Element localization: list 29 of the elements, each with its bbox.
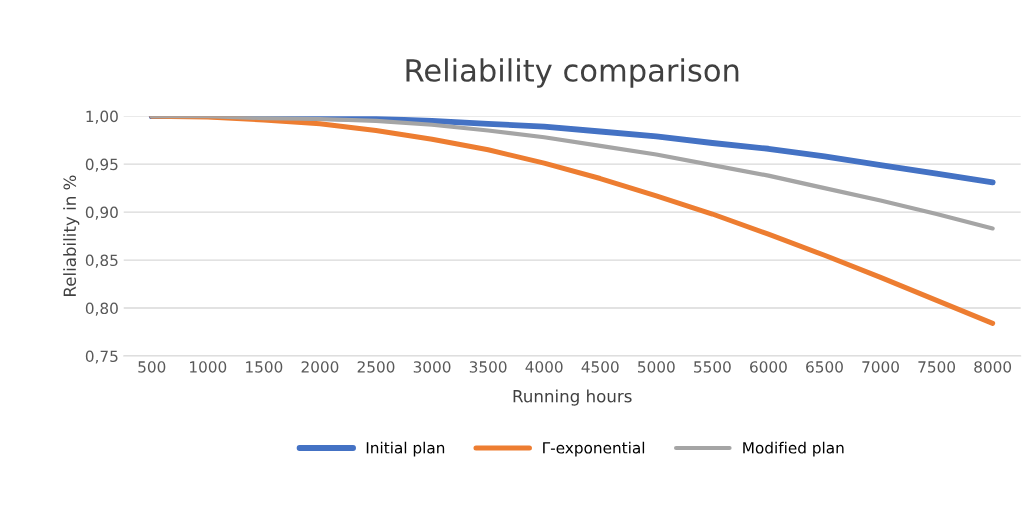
legend-label: Initial plan (366, 441, 445, 457)
x-tick-label: 3000 (413, 361, 451, 373)
x-tick-label: 4500 (581, 361, 619, 373)
legend-label: Γ-exponential (543, 441, 645, 457)
y-tick-label: 0,95 (85, 158, 118, 172)
x-tick-label: 1500 (246, 361, 283, 373)
x-tick-label: 7000 (862, 361, 899, 373)
x-tick-label: 1000 (190, 361, 227, 373)
x-tick-label: 6000 (750, 361, 787, 373)
x-tick-label: 6500 (806, 361, 843, 373)
y-tick-label: 0,80 (85, 302, 118, 316)
y-tick-label: 0,75 (85, 350, 118, 364)
x-tick-label: 7500 (918, 361, 956, 373)
y-tick-label: 1,00 (86, 110, 118, 124)
x-axis-title: Running hours (513, 389, 632, 406)
y-tick-label: 0,90 (85, 206, 118, 220)
x-tick-label: 3500 (469, 361, 507, 373)
x-tick-label: 2000 (301, 361, 339, 373)
y-axis-title: Reliability in % (63, 175, 80, 296)
legend-label: Modified plan (743, 441, 844, 457)
chart-title: Reliability comparison (406, 58, 739, 88)
x-tick-label: 500 (138, 361, 166, 373)
y-tick-label: 0,85 (85, 254, 118, 268)
x-tick-label: 5500 (694, 361, 731, 373)
x-tick-label: 8000 (974, 361, 1012, 373)
x-tick-label: 2500 (357, 361, 395, 373)
x-tick-label: 5000 (638, 361, 675, 373)
line-series (149, 116, 995, 231)
x-tick-label: 4000 (525, 361, 563, 373)
